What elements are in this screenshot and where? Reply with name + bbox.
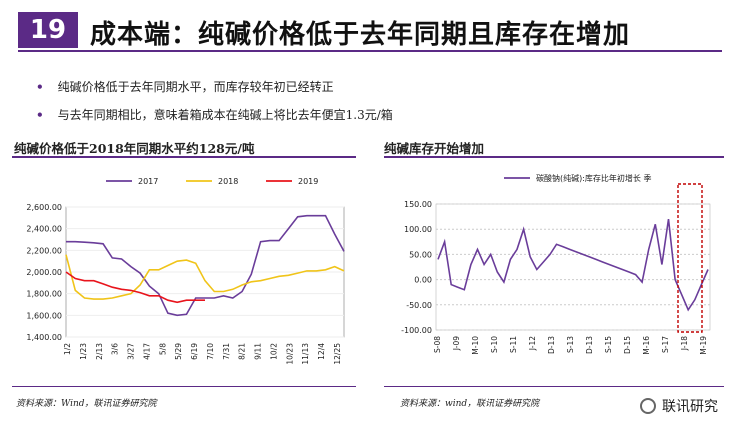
- x-tick-label: 10/2: [269, 343, 278, 360]
- legend-label: 2019: [298, 177, 318, 186]
- x-tick-label: 11/13: [301, 343, 310, 365]
- x-tick-label: 9/11: [254, 343, 263, 360]
- bullet-dot: •: [36, 80, 44, 94]
- x-tick-label: D-13: [547, 336, 556, 354]
- y-tick-label: 2,400.00: [26, 225, 62, 234]
- x-tick-label: S-15: [604, 336, 613, 353]
- x-tick-label: S-11: [509, 336, 518, 353]
- y-tick-label: 1,800.00: [26, 290, 62, 299]
- legend-label: 碳酸钠(纯碱):库存比年初增长 季: [536, 173, 651, 183]
- bullet-dot: •: [36, 108, 44, 122]
- highlight-box: [677, 183, 703, 333]
- left-panel-title: 纯碱价格低于2018年同期水平约128元/吨: [14, 141, 255, 156]
- x-tick-label: 1/2: [63, 343, 72, 355]
- x-tick-label: 3/6: [111, 343, 120, 355]
- x-tick-label: 7/10: [206, 343, 215, 360]
- x-tick-label: 10/23: [285, 343, 294, 365]
- x-tick-label: 3/27: [127, 343, 136, 360]
- x-tick-label: S-17: [661, 336, 670, 353]
- x-tick-label: D-15: [623, 336, 632, 354]
- left-source-line: [12, 386, 356, 387]
- x-tick-label: 12/4: [317, 343, 326, 360]
- x-tick-label: J-12: [528, 336, 537, 351]
- series-line-2019: [65, 271, 205, 304]
- y-tick-label: 2,000.00: [26, 268, 62, 277]
- y-tick-label: 2,600.00: [26, 203, 62, 212]
- left-price-chart: 1,400.00 1,600.00 1,800.00 2,000.00 2,200.00…: [26, 177, 345, 365]
- x-tick-label: S-13: [566, 336, 575, 353]
- title-underline: [18, 50, 722, 52]
- inventory-series-line: [437, 218, 709, 312]
- x-tick-label: 6/19: [190, 343, 199, 360]
- x-tick-label: J-18: [680, 336, 689, 351]
- legend-label: 2018: [218, 177, 238, 186]
- bullet-1-text: 纯碱价格低于去年同期水平，而库存较年初已经转正: [57, 80, 334, 94]
- y-tick-label: 150.00: [404, 200, 432, 209]
- x-tick-label: 8/21: [238, 343, 247, 360]
- page-title: 成本端：纯碱价格低于去年同期且库存在增加: [90, 20, 631, 50]
- x-tick-label: 4/17: [142, 343, 151, 360]
- y-tick-label: -50.00: [406, 301, 432, 310]
- right-panel-title: 纯碱库存开始增加: [384, 141, 485, 156]
- x-tick-label: 2/13: [95, 343, 104, 360]
- left-source: 资料来源：Wind，联讯证券研究院: [16, 399, 157, 409]
- slide-number-badge: 19: [18, 12, 78, 48]
- series-line-2017: [66, 214, 345, 317]
- bullet-2-text: 与去年同期相比，意味着箱成本在纯碱上将比去年便宜1.3元/箱: [57, 108, 393, 122]
- left-panel-underline: [12, 156, 356, 158]
- x-tick-label: 7/31: [222, 343, 231, 360]
- y-tick-label: 1,600.00: [26, 311, 62, 320]
- y-tick-label: 2,200.00: [26, 246, 62, 255]
- x-tick-label: J-09: [452, 336, 461, 351]
- y-tick-label: 50.00: [409, 250, 432, 259]
- wechat-watermark: 联讯研究: [640, 396, 718, 416]
- bullet-1: • 纯碱价格低于去年同期水平，而库存较年初已经转正: [36, 78, 334, 95]
- y-tick-label: -100.00: [401, 326, 432, 335]
- x-tick-label: 5/8: [158, 343, 167, 355]
- bullet-2: • 与去年同期相比，意味着箱成本在纯碱上将比去年便宜1.3元/箱: [36, 106, 393, 123]
- x-tick-label: D-13: [585, 336, 594, 354]
- right-inventory-chart: -100.00 -50.00 0.00 50.00 100.00 150.00 S-08 J-…: [401, 173, 711, 355]
- y-tick-label: 100.00: [404, 225, 432, 234]
- y-tick-label: 0.00: [414, 276, 432, 285]
- wechat-icon: [640, 398, 656, 414]
- x-tick-label: 1/23: [79, 343, 88, 360]
- right-panel-underline: [384, 156, 724, 158]
- x-tick-label: S-10: [490, 336, 499, 353]
- x-tick-label: 5/29: [174, 343, 183, 360]
- x-tick-label: M-16: [642, 336, 651, 355]
- series-line-2018: [65, 254, 345, 300]
- right-source-line: [384, 386, 724, 387]
- x-tick-label: 12/25: [333, 343, 342, 365]
- legend-label: 2017: [138, 177, 158, 186]
- watermark-text: 联讯研究: [662, 399, 718, 415]
- y-tick-label: 1,400.00: [26, 333, 62, 342]
- x-tick-label: M-10: [471, 336, 480, 355]
- x-tick-label: M-19: [699, 336, 708, 355]
- right-source: 资料来源：wind，联讯证券研究院: [400, 399, 540, 409]
- x-tick-label: S-08: [433, 336, 442, 353]
